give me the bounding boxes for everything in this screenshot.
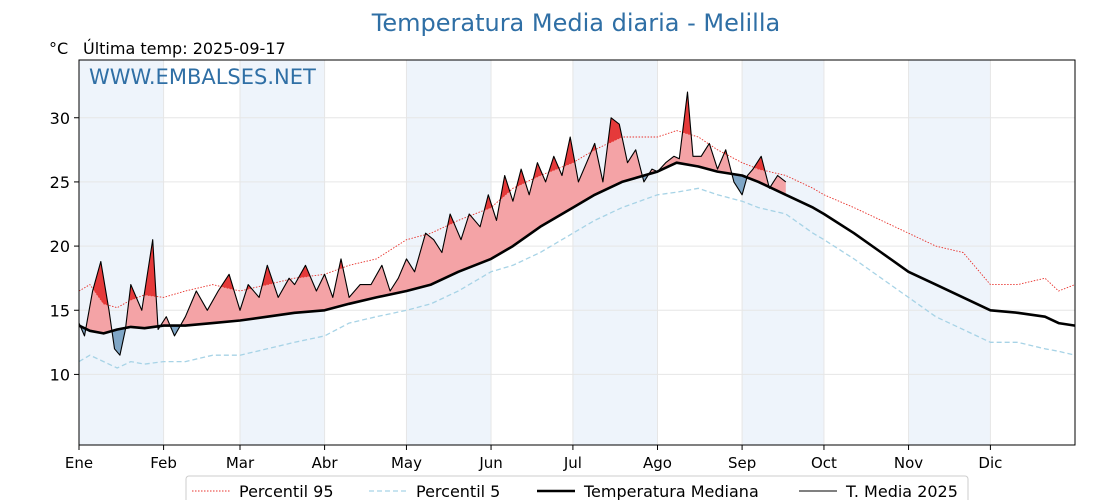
legend-label-percentil-95: Percentil 95 [239,482,334,500]
y-tick-label-15: 15 [50,301,70,320]
x-tick-label-ago: Ago [643,454,672,472]
month-band-ene [79,60,164,445]
month-band-nov [908,60,991,445]
x-tick-label-sep: Sep [728,454,756,472]
legend-label-t-media-2025: T. Media 2025 [845,482,958,500]
y-unit-label: °C [49,39,68,58]
x-tick-label-oct: Oct [811,454,837,472]
x-tick-label-abr: Abr [312,454,339,472]
legend-label-percentil-5: Percentil 5 [416,482,500,500]
y-axis: 10 15 20 25 30 [50,109,79,384]
chart-title: Temperatura Media diaria - Melilla [371,9,780,37]
x-tick-label-feb: Feb [150,454,177,472]
series-lines [78,91,1076,369]
month-band-sep [742,60,824,445]
x-tick-label-jul: Jul [563,454,582,472]
x-tick-label-mar: Mar [226,454,255,472]
series-line-t-media-2025 [78,91,787,356]
series-line-temperatura-mediana [78,161,1076,335]
legend-box [185,475,969,500]
fill-above-median [79,92,786,334]
y-tick-label-20: 20 [50,237,70,256]
watermark: WWW.EMBALSES.NET [89,65,316,89]
plot-frame [78,59,1076,446]
x-tick-label-dic: Dic [978,454,1002,472]
legend: Percentil 95 Percentil 5 Temperatura Media… [185,475,969,500]
x-tick-label-may: May [391,454,422,472]
last-temp-label: Última temp: 2025-09-17 [83,39,286,58]
month-band-mar [239,60,325,445]
anomaly-fills [79,92,786,356]
y-tick-label-10: 10 [50,365,70,384]
x-tick-label-nov: Nov [894,454,923,472]
series-line-percentil-5 [78,187,1076,369]
legend-label-temperatura-mediana: Temperatura Mediana [583,482,759,500]
x-tick-label-jun: Jun [478,454,502,472]
y-tick-label-30: 30 [50,109,70,128]
y-tick-label-25: 25 [50,173,70,192]
x-axis: Ene Feb Mar Abr May Jun Jul Ago Sep Oct Nov Dic [65,445,1002,472]
x-tick-label-ene: Ene [65,454,93,472]
